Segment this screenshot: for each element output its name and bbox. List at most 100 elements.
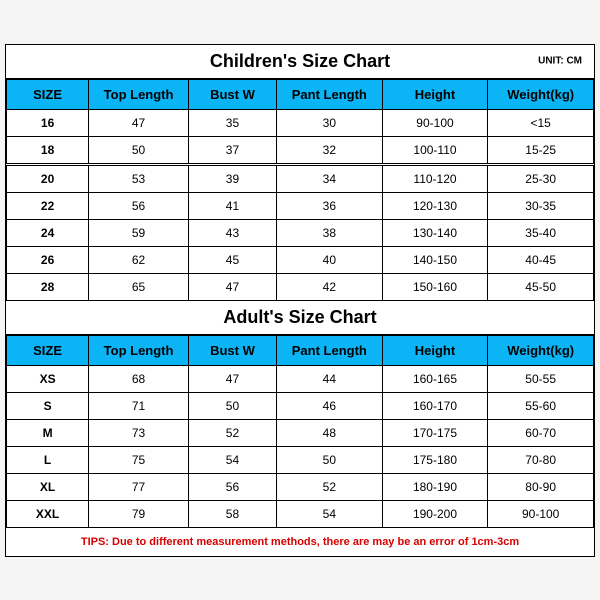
table-cell: 35 — [188, 109, 276, 136]
table-cell: 100-110 — [382, 136, 488, 164]
col-height: Height — [382, 79, 488, 109]
table-row: XS684744160-16550-55 — [7, 365, 594, 392]
table-cell: XXL — [7, 500, 89, 527]
table-cell: 175-180 — [382, 446, 488, 473]
table-cell: 45 — [188, 246, 276, 273]
unit-label: UNIT: CM — [538, 56, 582, 67]
table-row: 24594338130-14035-40 — [7, 219, 594, 246]
table-cell: 26 — [7, 246, 89, 273]
table-row: S715046160-17055-60 — [7, 392, 594, 419]
table-cell: 56 — [89, 192, 189, 219]
table-row: XL775652180-19080-90 — [7, 473, 594, 500]
adult-header-row: SIZE Top Length Bust W Pant Length Heigh… — [7, 335, 594, 365]
table-cell: 35-40 — [488, 219, 594, 246]
table-cell: 30 — [277, 109, 383, 136]
col-pant: Pant Length — [277, 79, 383, 109]
table-cell: 22 — [7, 192, 89, 219]
table-cell: 180-190 — [382, 473, 488, 500]
table-cell: 60-70 — [488, 419, 594, 446]
table-cell: 190-200 — [382, 500, 488, 527]
table-cell: 80-90 — [488, 473, 594, 500]
table-cell: 50 — [89, 136, 189, 164]
table-cell: 58 — [188, 500, 276, 527]
col-size: SIZE — [7, 335, 89, 365]
table-row: XXL795854190-20090-100 — [7, 500, 594, 527]
table-cell: 68 — [89, 365, 189, 392]
table-cell: 34 — [277, 164, 383, 192]
table-cell: 150-160 — [382, 273, 488, 300]
table-cell: 38 — [277, 219, 383, 246]
table-cell: 47 — [188, 365, 276, 392]
table-cell: 73 — [89, 419, 189, 446]
table-cell: 160-165 — [382, 365, 488, 392]
table-cell: 40 — [277, 246, 383, 273]
table-cell: XS — [7, 365, 89, 392]
table-cell: 90-100 — [488, 500, 594, 527]
table-cell: 48 — [277, 419, 383, 446]
table-cell: 30-35 — [488, 192, 594, 219]
table-cell: 20 — [7, 164, 89, 192]
table-row: 20533934110-12025-30 — [7, 164, 594, 192]
table-cell: 32 — [277, 136, 383, 164]
table-row: 18503732100-11015-25 — [7, 136, 594, 164]
table-cell: 140-150 — [382, 246, 488, 273]
table-cell: 50-55 — [488, 365, 594, 392]
table-cell: 16 — [7, 109, 89, 136]
col-bust: Bust W — [188, 335, 276, 365]
table-cell: 39 — [188, 164, 276, 192]
table-cell: 41 — [188, 192, 276, 219]
table-cell: 59 — [89, 219, 189, 246]
table-cell: 52 — [277, 473, 383, 500]
table-cell: 50 — [277, 446, 383, 473]
table-cell: 47 — [89, 109, 189, 136]
table-cell: 42 — [277, 273, 383, 300]
col-height: Height — [382, 335, 488, 365]
table-row: M735248170-17560-70 — [7, 419, 594, 446]
table-cell: L — [7, 446, 89, 473]
table-cell: M — [7, 419, 89, 446]
table-row: 22564136120-13030-35 — [7, 192, 594, 219]
table-cell: S — [7, 392, 89, 419]
table-row: 1647353090-100<15 — [7, 109, 594, 136]
table-cell: XL — [7, 473, 89, 500]
table-cell: 71 — [89, 392, 189, 419]
table-cell: 25-30 — [488, 164, 594, 192]
table-cell: 170-175 — [382, 419, 488, 446]
table-cell: 15-25 — [488, 136, 594, 164]
table-cell: 43 — [188, 219, 276, 246]
col-weight: Weight(kg) — [488, 79, 594, 109]
col-top-length: Top Length — [89, 335, 189, 365]
table-cell: 65 — [89, 273, 189, 300]
table-cell: 46 — [277, 392, 383, 419]
tips-note: TIPS: Due to different measurement metho… — [6, 528, 594, 556]
table-row: L755450175-18070-80 — [7, 446, 594, 473]
col-size: SIZE — [7, 79, 89, 109]
table-cell: 79 — [89, 500, 189, 527]
children-header-row: SIZE Top Length Bust W Pant Length Heigh… — [7, 79, 594, 109]
children-table: SIZE Top Length Bust W Pant Length Heigh… — [6, 79, 594, 301]
table-cell: 45-50 — [488, 273, 594, 300]
table-cell: 70-80 — [488, 446, 594, 473]
table-cell: 37 — [188, 136, 276, 164]
adult-table: SIZE Top Length Bust W Pant Length Heigh… — [6, 335, 594, 528]
table-cell: 75 — [89, 446, 189, 473]
table-cell: <15 — [488, 109, 594, 136]
col-pant: Pant Length — [277, 335, 383, 365]
table-cell: 77 — [89, 473, 189, 500]
table-cell: 28 — [7, 273, 89, 300]
table-cell: 110-120 — [382, 164, 488, 192]
table-row: 26624540140-15040-45 — [7, 246, 594, 273]
col-top-length: Top Length — [89, 79, 189, 109]
table-cell: 55-60 — [488, 392, 594, 419]
adult-title-row: Adult's Size Chart — [6, 301, 594, 335]
table-cell: 40-45 — [488, 246, 594, 273]
col-bust: Bust W — [188, 79, 276, 109]
table-cell: 160-170 — [382, 392, 488, 419]
table-cell: 47 — [188, 273, 276, 300]
children-title-row: Children's Size Chart UNIT: CM — [6, 45, 594, 79]
table-cell: 44 — [277, 365, 383, 392]
size-chart-container: Children's Size Chart UNIT: CM SIZE Top … — [5, 44, 595, 557]
table-cell: 54 — [277, 500, 383, 527]
table-cell: 52 — [188, 419, 276, 446]
table-cell: 90-100 — [382, 109, 488, 136]
